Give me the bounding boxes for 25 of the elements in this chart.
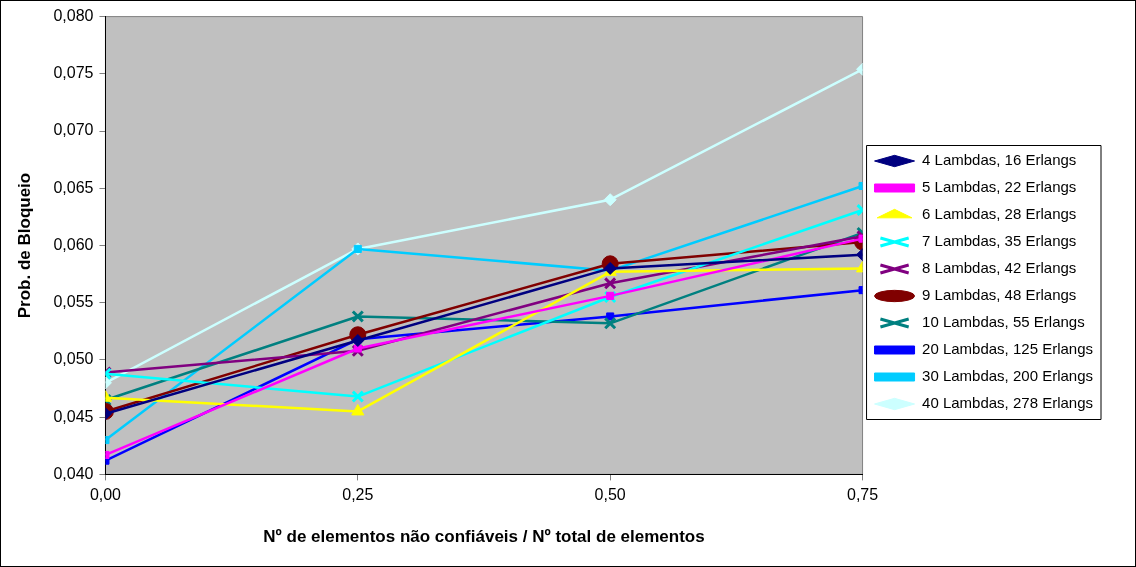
y-tick-label: 0,075 bbox=[53, 64, 94, 82]
x-tick-label: 0,50 bbox=[594, 486, 626, 504]
legend-label: 30 Lambdas, 200 Erlangs bbox=[922, 367, 1094, 385]
y-tick-label: 0,070 bbox=[53, 121, 94, 139]
y-axis-title: Prob. de Bloqueio bbox=[14, 172, 34, 319]
y-tick-label: 0,065 bbox=[53, 178, 94, 196]
x-tick-label: 0,00 bbox=[89, 486, 122, 504]
legend-label: 5 Lambdas, 22 Erlangs bbox=[922, 178, 1077, 196]
x-tick-label: 0,25 bbox=[342, 486, 374, 504]
y-tick-label: 0,050 bbox=[53, 350, 94, 368]
legend-label: 8 Lambdas, 42 Erlangs bbox=[922, 259, 1077, 277]
y-tick-label: 0,045 bbox=[53, 407, 94, 425]
legend-label: 4 Lambdas, 16 Erlangs bbox=[922, 151, 1077, 169]
legend-label: 6 Lambdas, 28 Erlangs bbox=[922, 205, 1077, 223]
x-axis-title: Nº de elementos não confiáveis / Nº total de elementos bbox=[263, 527, 705, 547]
y-tick-label: 0,055 bbox=[53, 293, 94, 311]
x-tick-label: 0,75 bbox=[846, 486, 879, 504]
y-tick-label: 0,040 bbox=[53, 464, 94, 482]
legend-label: 40 Lambdas, 278 Erlangs bbox=[922, 394, 1094, 412]
y-tick-label: 0,080 bbox=[53, 7, 94, 25]
legend-label: 20 Lambdas, 125 Erlangs bbox=[922, 340, 1094, 358]
legend-label: 9 Lambdas, 48 Erlangs bbox=[922, 286, 1077, 304]
legend-label: 7 Lambdas, 35 Erlangs bbox=[922, 232, 1077, 250]
y-tick-label: 0,060 bbox=[53, 235, 94, 253]
legend-label: 10 Lambdas, 55 Erlangs bbox=[922, 313, 1085, 331]
